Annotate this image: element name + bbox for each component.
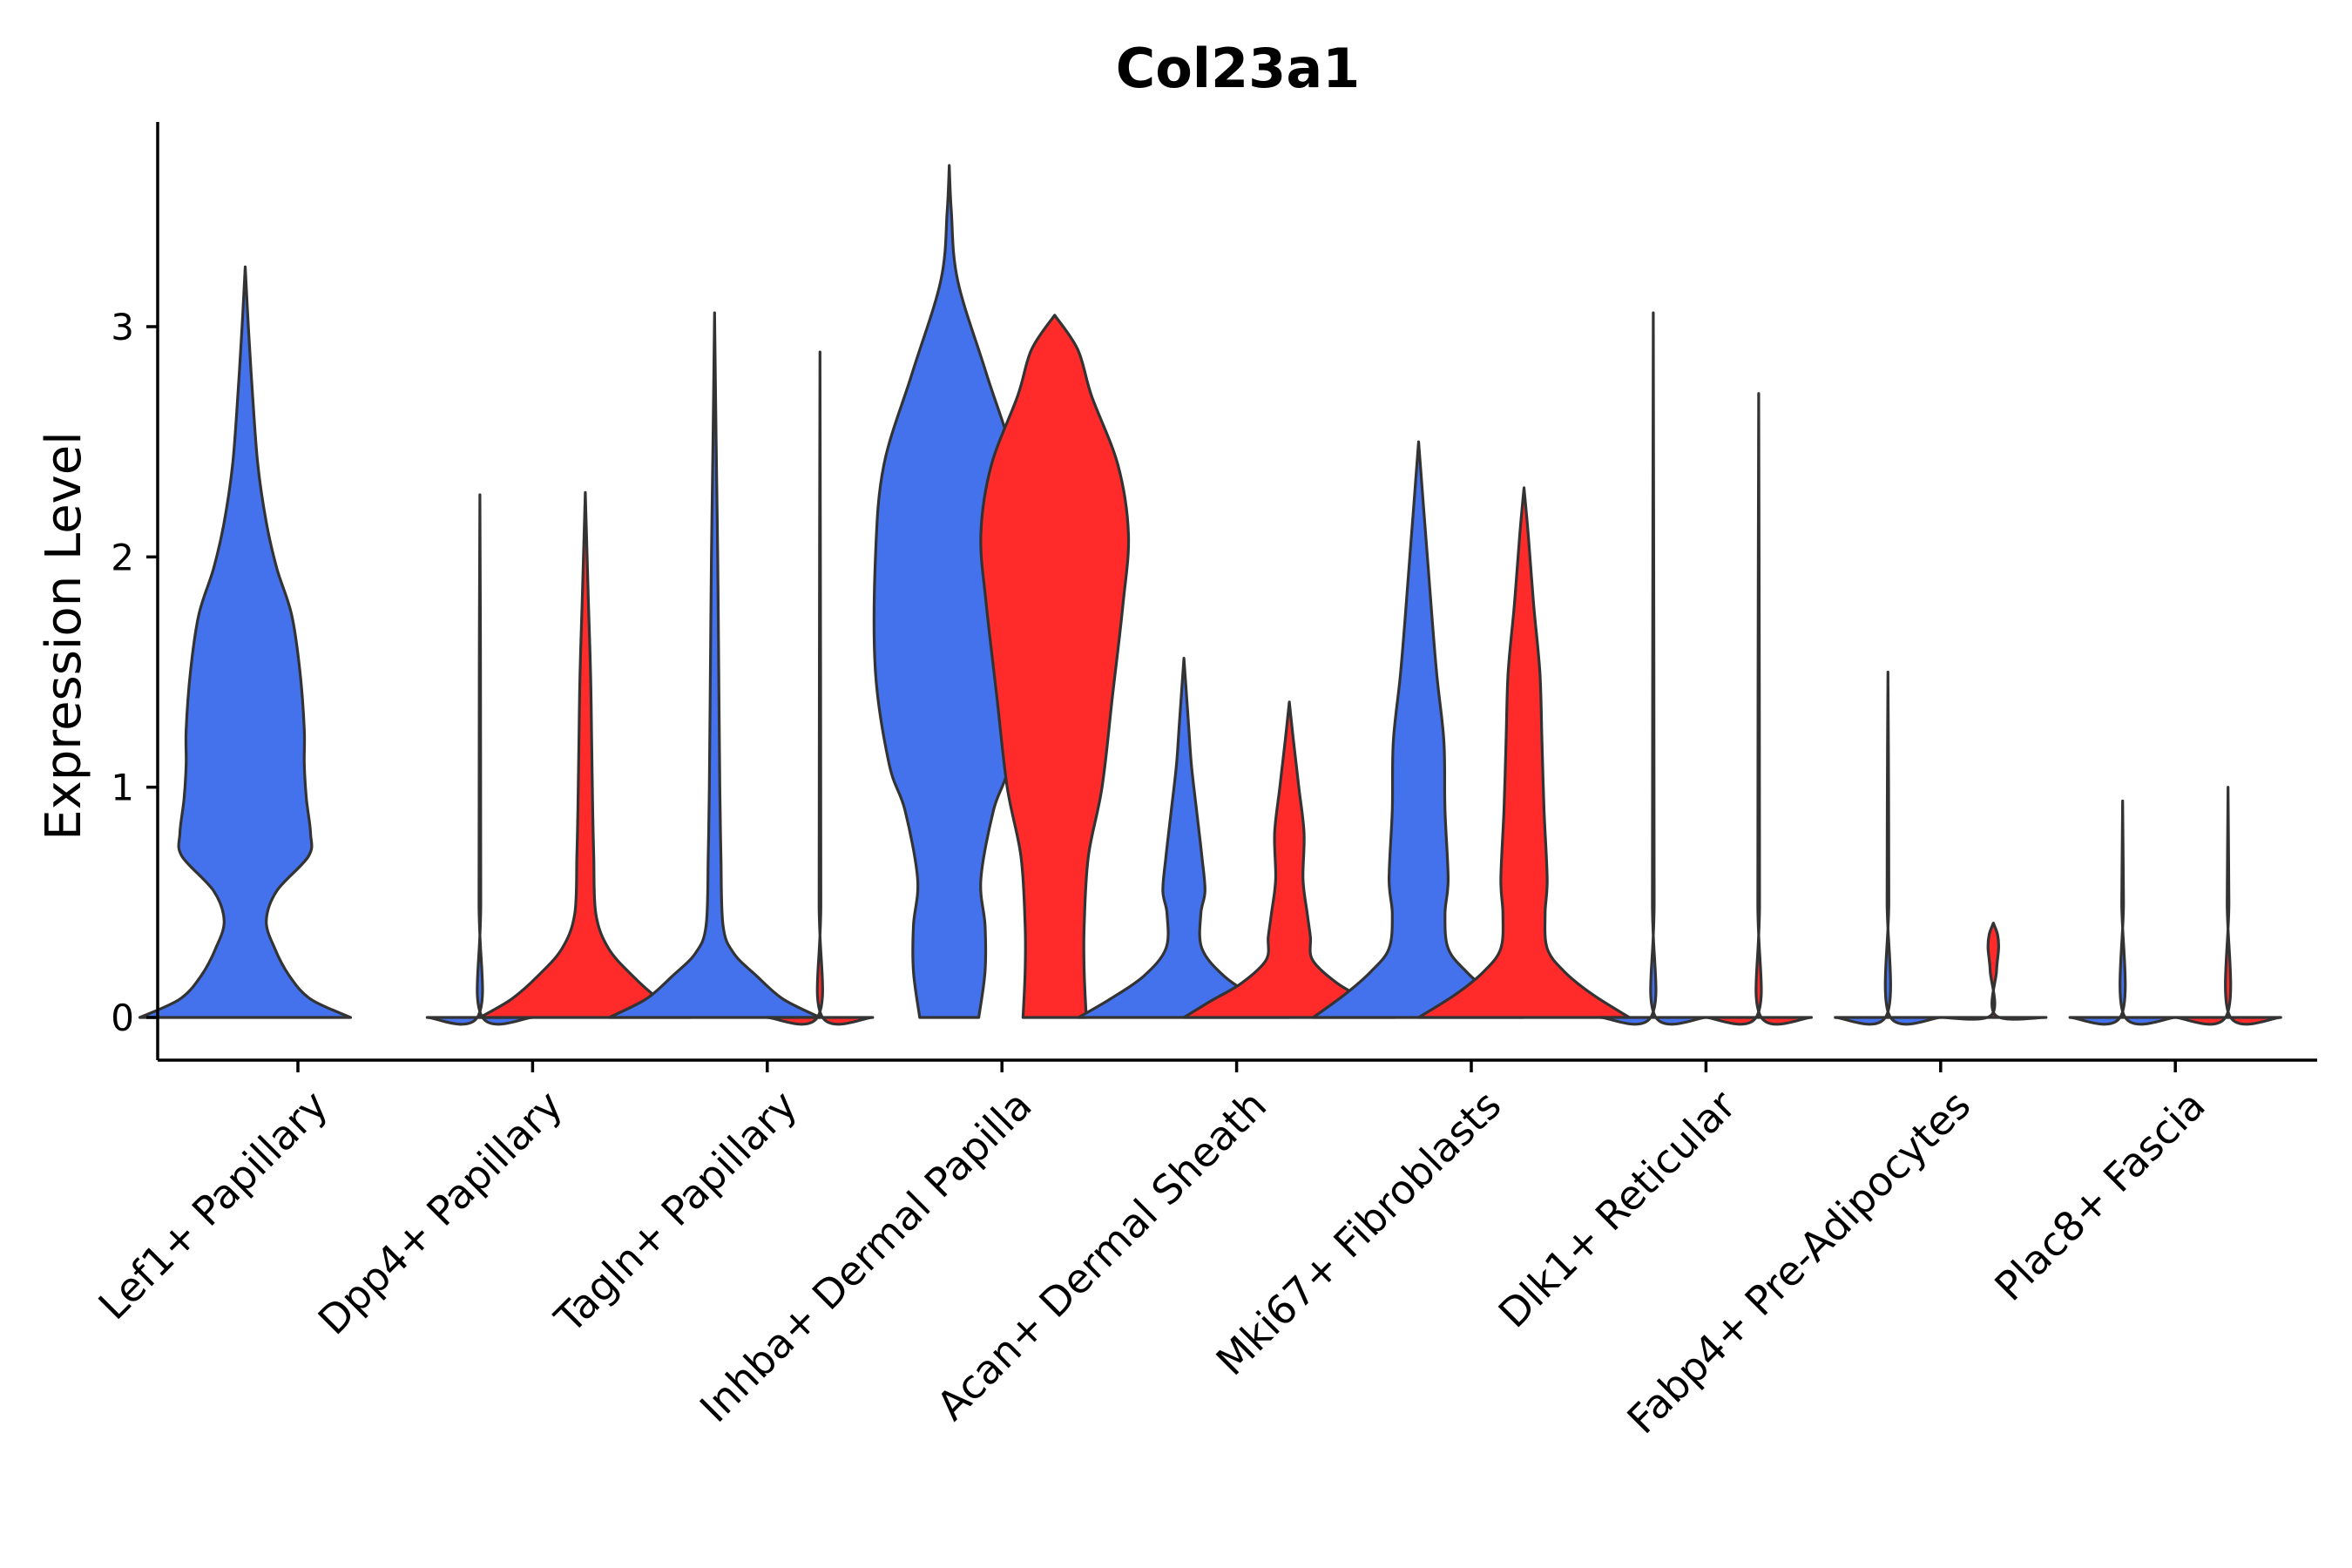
y-axis-title: Expression Level bbox=[36, 431, 92, 841]
violin-mki67-fibroblasts-right bbox=[1416, 486, 1632, 1019]
violin-tagln-papillary-left bbox=[607, 311, 821, 1019]
violin-dpp4-papillary-right bbox=[478, 490, 693, 1019]
x-tick-label-dlk1-reticular: Dlk1+ Reticular bbox=[1490, 1081, 1745, 1336]
y-tick-label-3: 3 bbox=[111, 306, 134, 348]
y-tick-label-1: 1 bbox=[111, 767, 134, 809]
violin-inhba-dermal-papilla-left bbox=[872, 164, 1026, 1019]
x-tick-label-tagln-papillary: Tagln+ Papillary bbox=[545, 1081, 807, 1342]
violin-acan-dermal-sheath-left bbox=[1077, 657, 1291, 1019]
violin-plac8-fascia-right bbox=[2173, 786, 2282, 1026]
x-tick-label-plac8-fascia: Plac8+ Fascia bbox=[1985, 1081, 2213, 1309]
y-tick-label-2: 2 bbox=[111, 536, 134, 578]
violin-fabp4-pre-adipocytes-left bbox=[1834, 670, 1943, 1026]
violins-layer bbox=[138, 164, 2282, 1026]
violin-mki67-fibroblasts-left bbox=[1311, 440, 1526, 1019]
violin-acan-dermal-sheath-right bbox=[1182, 700, 1396, 1019]
x-tick-label-lef1-papillary: Lef1+ Papillary bbox=[90, 1081, 337, 1328]
violin-dlk1-reticular-left bbox=[1598, 311, 1707, 1026]
y-tick-label-0: 0 bbox=[111, 997, 134, 1039]
violin-fabp4-pre-adipocytes-right bbox=[1939, 922, 2048, 1021]
violin-tagln-papillary-right bbox=[766, 350, 875, 1026]
violin-plac8-fascia-left bbox=[2068, 799, 2177, 1026]
chart-title: Col23a1 bbox=[1116, 37, 1361, 100]
violin-lef1-papillary-left bbox=[138, 265, 353, 1019]
violin-dlk1-reticular-right bbox=[1704, 392, 1813, 1026]
violin-dpp4-papillary-left bbox=[425, 493, 534, 1026]
x-tick-label-dpp4-papillary: Dpp4+ Papillary bbox=[309, 1081, 571, 1343]
violin-inhba-dermal-papilla-right bbox=[979, 314, 1131, 1019]
